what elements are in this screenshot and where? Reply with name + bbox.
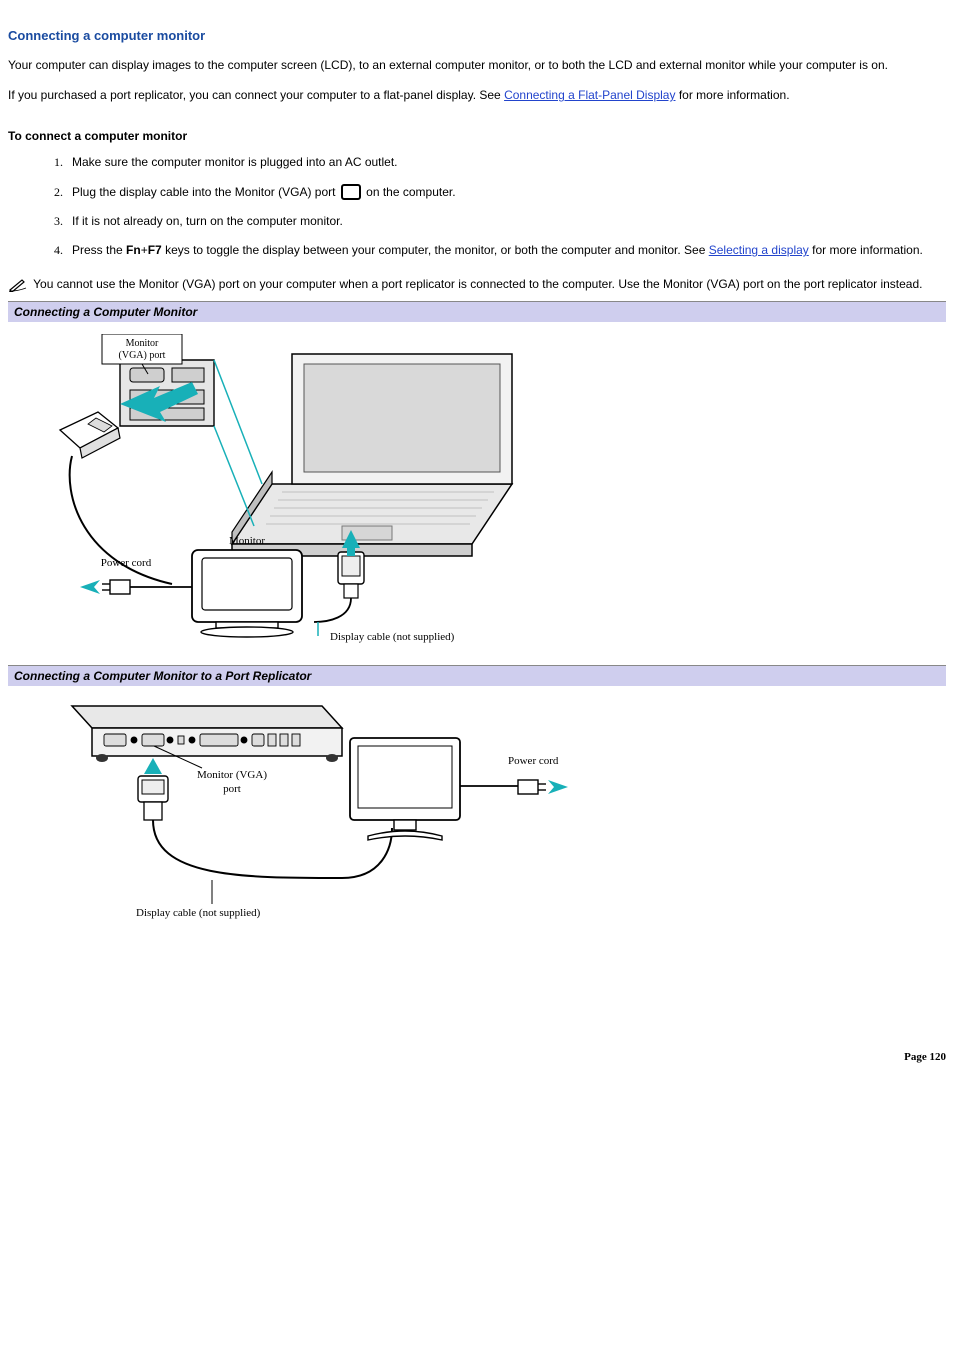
text: keys to toggle the display between your … [162,243,709,257]
crt-monitor-icon [192,550,302,637]
step-3: If it is not already on, turn on the com… [66,214,946,229]
arrow-icon [548,780,568,794]
vga-plug-icon [314,552,364,622]
link-flat-panel[interactable]: Connecting a Flat-Panel Display [504,88,675,102]
power-cord-label: Power cord [508,755,559,767]
cable-icon [153,820,392,878]
note-text: You cannot use the Monitor (VGA) port on… [33,277,922,291]
vga-plug-icon [138,776,168,820]
power-cord-label: Power cord [101,557,152,569]
step-text: If it is not already on, turn on the com… [72,214,343,228]
figure-caption-2: Connecting a Computer Monitor to a Port … [8,665,946,686]
monitor-label: Monitor [229,535,265,547]
text: Press the [72,243,126,257]
step-text: Make sure the computer monitor is plugge… [72,155,398,169]
key-f7: F7 [148,243,162,257]
vga-port-icon [341,184,361,200]
text: for more information. [809,243,923,257]
note: You cannot use the Monitor (VGA) port on… [8,276,946,292]
arrow-icon [80,580,100,594]
svg-text:(VGA) port: (VGA) port [119,350,166,361]
page-number: Page 120 [8,1051,946,1063]
figure-1: Monitor (VGA) port Monitor Power cord [42,334,946,647]
figure-caption-1: Connecting a Computer Monitor [8,301,946,322]
text: If you purchased a port replicator, you … [8,88,504,102]
power-plug-icon [460,780,546,794]
arrow-icon [144,758,162,774]
page-title: Connecting a computer monitor [8,28,946,43]
procedure-heading: To connect a computer monitor [8,129,946,143]
step-2: Plug the display cable into the Monitor … [66,184,946,200]
key-fn: Fn [126,243,141,257]
step-text: Press the Fn+F7 keys to toggle the displ… [72,243,923,257]
figure-2: Monitor (VGA) port Power cord [42,698,946,931]
laptop-icon [232,354,512,556]
power-plug-icon [102,580,192,594]
text: for more information. [675,88,789,102]
step-text: Plug the display cable into the Monitor … [72,185,456,199]
display-cable-label: Display cable (not supplied) [136,907,261,919]
step-1: Make sure the computer monitor is plugge… [66,155,946,170]
arrow-icon [347,548,355,556]
link-selecting-display[interactable]: Selecting a display [709,243,809,257]
vga-port-label-2: port [223,783,241,795]
step-4: Press the Fn+F7 keys to toggle the displ… [66,243,946,258]
text: + [141,243,148,257]
port-replicator-icon [72,706,342,762]
text: on the computer. [363,185,456,199]
text: Plug the display cable into the Monitor … [72,185,339,199]
flat-monitor-icon [350,738,460,840]
note-icon [8,278,28,292]
intro-paragraph-1: Your computer can display images to the … [8,57,946,73]
steps-list: Make sure the computer monitor is plugge… [8,155,946,258]
svg-text:Monitor: Monitor [126,338,159,349]
intro-paragraph-2: If you purchased a port replicator, you … [8,87,946,103]
display-cable-label: Display cable (not supplied) [330,631,455,643]
vga-port-label: Monitor (VGA) [197,769,267,781]
